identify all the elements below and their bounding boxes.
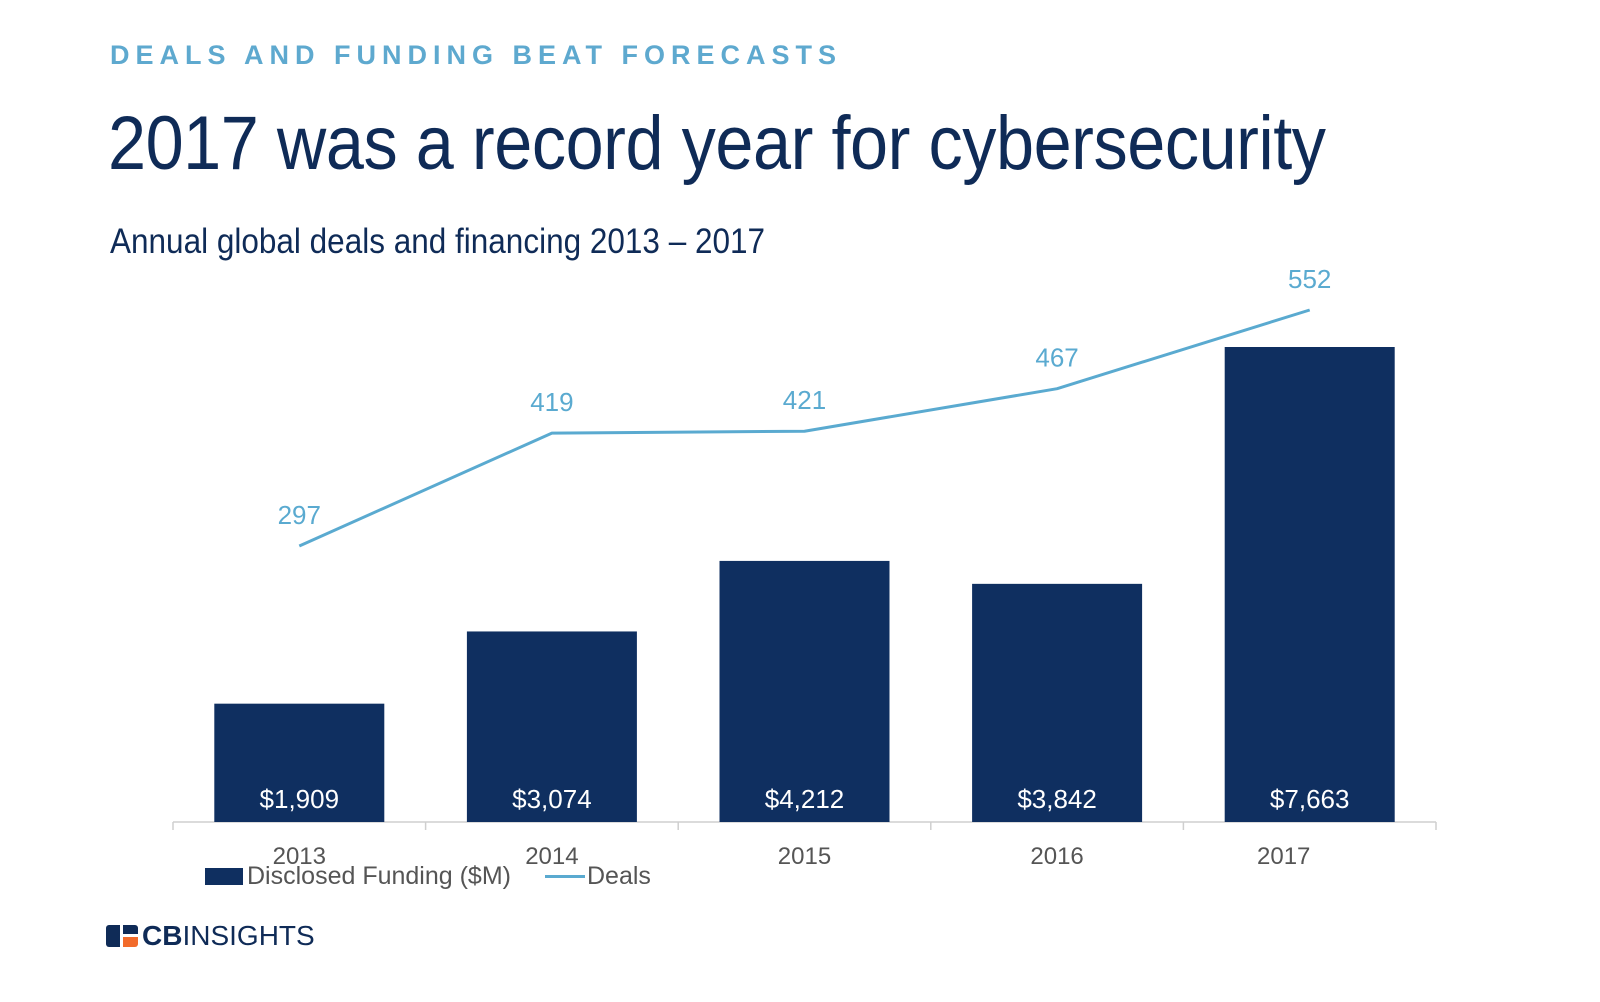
bar-label-2015: $4,212 <box>765 784 845 814</box>
bar-2017 <box>1224 347 1395 822</box>
deals-label-2013: 297 <box>278 500 321 530</box>
x-tick-label-2017: 2017 <box>1257 843 1310 870</box>
bar-label-2014: $3,074 <box>512 784 592 814</box>
legend-label-funding: Disclosed Funding ($M) <box>247 862 511 890</box>
deals-label-2015: 421 <box>783 385 826 415</box>
x-tick-label-2016: 2016 <box>1030 843 1083 870</box>
legend-label-deals: Deals <box>587 862 651 890</box>
chart-eyebrow: DEALS AND FUNDING BEAT FORECASTS <box>110 40 842 70</box>
bar-label-2013: $1,909 <box>260 784 340 814</box>
cbinsights-logo: CB INSIGHTS <box>106 920 315 952</box>
x-tick-label-2013: 2013 <box>273 843 326 870</box>
deals-label-2014: 419 <box>530 387 573 417</box>
bar-2016 <box>972 583 1143 822</box>
logo-text-regular: INSIGHTS <box>182 920 315 951</box>
chart-subtitle: Annual global deals and financing 2013 –… <box>110 222 766 261</box>
legend-swatch-deals <box>545 875 585 878</box>
deals-line <box>298 308 1311 548</box>
deals-label-2016: 467 <box>1035 343 1078 373</box>
bar-label-2016: $3,842 <box>1017 784 1097 814</box>
logo-text-bold: CB <box>142 920 183 951</box>
cbinsights-logo-icon <box>106 925 138 947</box>
bar-2013 <box>214 703 385 822</box>
chart-title: 2017 was a record year for cybersecurity <box>108 101 1326 186</box>
x-tick-label-2015: 2015 <box>778 843 831 870</box>
bar-2015 <box>719 560 890 822</box>
bar-label-2017: $7,663 <box>1270 784 1350 814</box>
x-tick-label-2014: 2014 <box>525 843 578 870</box>
chart-legend: Disclosed Funding ($M) Deals <box>205 862 651 891</box>
bar-2014 <box>466 631 637 822</box>
legend-swatch-funding <box>205 868 243 885</box>
deals-label-2017: 552 <box>1288 264 1331 294</box>
